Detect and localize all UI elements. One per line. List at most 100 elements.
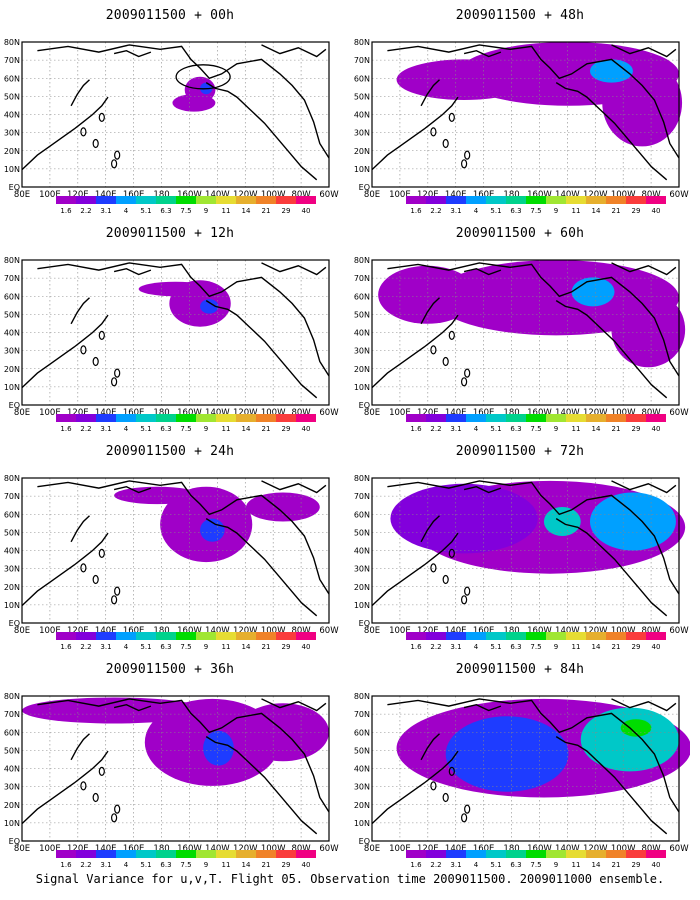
colorbar-label: 6.3 — [510, 861, 521, 869]
latitude-label: 30N — [354, 783, 370, 792]
colorbar-label: 2.2 — [80, 643, 91, 651]
colorbar-swatch — [626, 632, 646, 640]
longitude-label: 140E — [95, 408, 117, 418]
coastline — [261, 480, 327, 494]
coastline — [371, 750, 459, 825]
variance-plume — [390, 480, 686, 574]
longitude-label: 80E — [364, 626, 380, 636]
coastline — [70, 515, 90, 543]
colorbar-label: 11 — [222, 643, 231, 651]
variance-plume — [378, 260, 686, 368]
longitude-label: 80E — [364, 408, 380, 418]
coastline — [611, 698, 677, 712]
latitude-label: 10N — [4, 383, 20, 392]
latitude-label: 80N — [4, 692, 20, 701]
colorbar-label: 40 — [302, 207, 311, 215]
map-frame — [371, 695, 680, 842]
island-outline — [98, 548, 105, 559]
longitude-label: 140E — [95, 190, 117, 200]
colorbar-label: 29 — [282, 861, 291, 869]
colorbar-swatch — [276, 196, 296, 204]
latitude-label: 20N — [4, 583, 20, 592]
map-frame — [371, 477, 680, 624]
island-outline — [98, 330, 105, 341]
coastline — [611, 480, 677, 494]
coastline — [21, 532, 109, 607]
colorbar-swatch — [276, 414, 296, 422]
longitude-label: 80W — [641, 844, 661, 854]
longitude-label: 60W — [669, 408, 689, 418]
colorbar-swatch — [116, 414, 136, 422]
variance-contour — [390, 483, 538, 554]
colorbar-label: 9 — [204, 425, 208, 433]
variance-contour — [378, 265, 477, 324]
island-outline — [110, 813, 118, 823]
island-outline — [448, 766, 455, 777]
latitude-label: 20N — [354, 365, 370, 374]
coastline — [205, 300, 318, 399]
variance-contour — [445, 716, 569, 792]
latitude-label: 30N — [4, 129, 20, 138]
colorbar-label: 3.1 — [100, 207, 111, 215]
latitude-label: EQ — [9, 837, 20, 846]
longitude-label: 80W — [291, 190, 311, 200]
longitude-label: 100W — [261, 190, 286, 200]
colorbar-swatch — [586, 632, 606, 640]
panel-title: 2009011500 + 36h — [105, 662, 235, 677]
latitude-label: 10N — [354, 383, 370, 392]
longitude-label: 80E — [14, 626, 30, 636]
coastline — [420, 297, 440, 325]
longitude-label: 80W — [641, 626, 661, 636]
colorbar-swatch — [606, 632, 626, 640]
colorbar-label: 21 — [262, 425, 271, 433]
colorbar-swatch — [526, 196, 546, 204]
coastline — [463, 267, 502, 276]
longitude-label: 160E — [473, 626, 495, 636]
latitude-label: 50N — [354, 92, 370, 101]
colorbar-label: 9 — [204, 207, 208, 215]
longitude-label: 60W — [669, 190, 689, 200]
colorbar-swatch — [406, 850, 426, 858]
colorbar-label: 3.1 — [100, 643, 111, 651]
longitude-label: 120E — [67, 844, 89, 854]
latitude-label: 70N — [354, 710, 370, 719]
longitude-label: 100E — [389, 190, 411, 200]
colorbar-label: 21 — [612, 425, 621, 433]
coastline — [21, 314, 109, 389]
longitude-label: 140W — [205, 626, 230, 636]
colorbar-label: 11 — [572, 861, 581, 869]
colorbar-swatch — [156, 632, 176, 640]
longitude-label: 140W — [555, 190, 580, 200]
longitude-label: 100E — [389, 626, 411, 636]
colorbar-swatch — [216, 414, 236, 422]
island-outline — [110, 377, 118, 387]
island-outline — [114, 368, 121, 378]
colorbar-swatch — [76, 414, 96, 422]
longitude-label: 120E — [417, 408, 439, 418]
island-outline — [92, 138, 99, 149]
colorbar-label: 2.2 — [80, 861, 91, 869]
island-outline — [448, 112, 455, 123]
island-outline — [442, 574, 449, 585]
longitude-label: 140E — [95, 844, 117, 854]
colorbar-label: 7.5 — [180, 643, 191, 651]
longitude-label: 100W — [611, 626, 636, 636]
colorbar-swatch — [646, 632, 666, 640]
colorbar-label: 6.3 — [160, 425, 171, 433]
longitude-label: 160W — [527, 408, 552, 418]
island-outline — [114, 150, 121, 160]
island-outline — [80, 345, 87, 355]
longitude-label: 100W — [261, 408, 286, 418]
colorbar-swatch — [406, 414, 426, 422]
latitude-label: 60N — [4, 728, 20, 737]
colorbar-label: 14 — [242, 643, 251, 651]
colorbar-swatch — [646, 196, 666, 204]
colorbar-label: 7.5 — [180, 207, 191, 215]
longitude-label: 180 — [503, 190, 519, 200]
latitude-label: 10N — [354, 165, 370, 174]
longitude-label: 160W — [527, 844, 552, 854]
latitude-label: 10N — [4, 601, 20, 610]
longitude-label: 80E — [14, 190, 30, 200]
